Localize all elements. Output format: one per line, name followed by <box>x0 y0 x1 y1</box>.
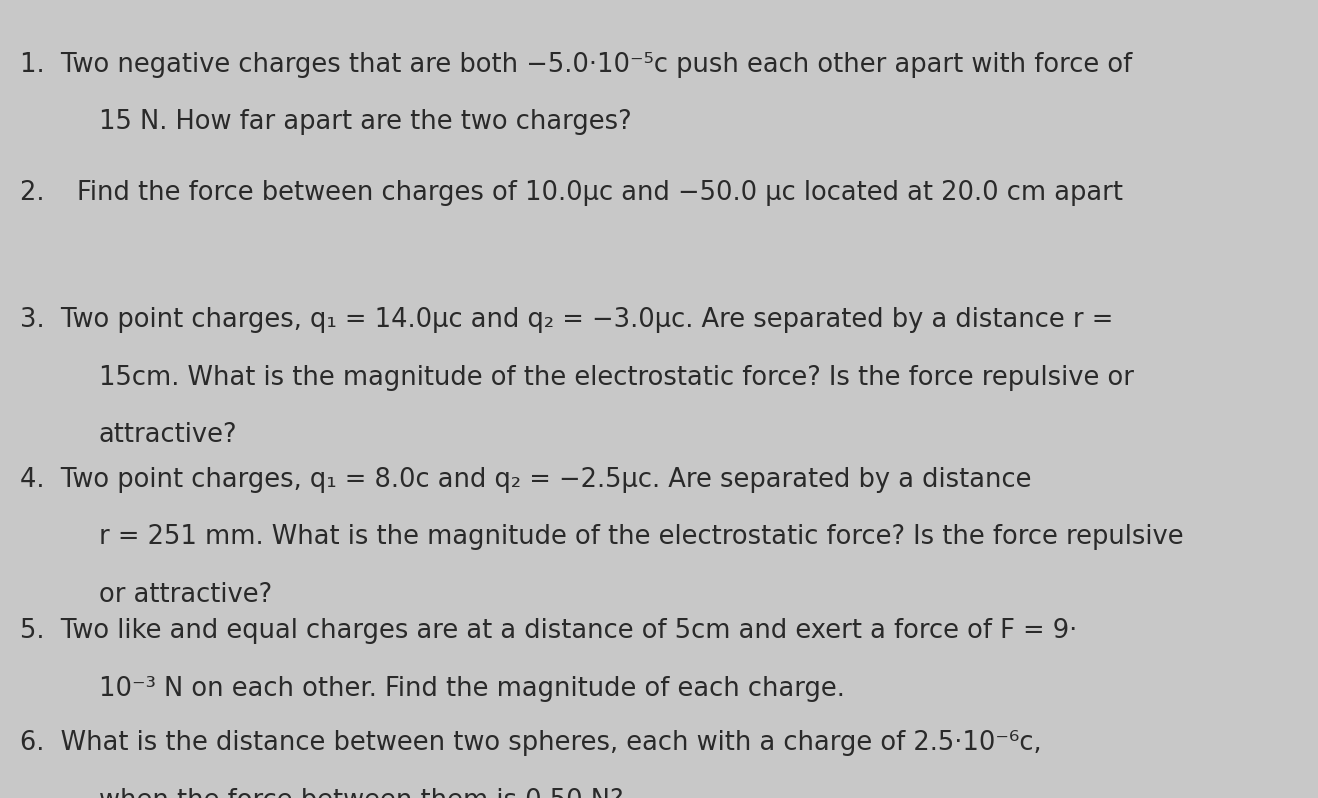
Text: when the force between them is 0.50 N?: when the force between them is 0.50 N? <box>99 788 623 798</box>
Text: 2.    Find the force between charges of 10.0μc and −50.0 μc located at 20.0 cm a: 2. Find the force between charges of 10.… <box>20 180 1123 206</box>
Text: 3.  Two point charges, q₁ = 14.0μc and q₂ = −3.0μc. Are separated by a distance : 3. Two point charges, q₁ = 14.0μc and q₂… <box>20 307 1114 334</box>
Text: 6.  What is the distance between two spheres, each with a charge of 2.5·10⁻⁶c,: 6. What is the distance between two sphe… <box>20 730 1041 757</box>
Text: attractive?: attractive? <box>99 422 237 448</box>
Text: 1.  Two negative charges that are both −5.0·10⁻⁵c push each other apart with for: 1. Two negative charges that are both −5… <box>20 52 1132 78</box>
Text: 5.  Two like and equal charges are at a distance of 5cm and exert a force of F =: 5. Two like and equal charges are at a d… <box>20 618 1077 645</box>
Text: 4.  Two point charges, q₁ = 8.0c and q₂ = −2.5μc. Are separated by a distance: 4. Two point charges, q₁ = 8.0c and q₂ =… <box>20 467 1031 493</box>
Text: or attractive?: or attractive? <box>99 582 272 608</box>
Text: 15cm. What is the magnitude of the electrostatic force? Is the force repulsive o: 15cm. What is the magnitude of the elect… <box>99 365 1133 391</box>
Text: 15 N. How far apart are the two charges?: 15 N. How far apart are the two charges? <box>99 109 631 136</box>
Text: r = 251 mm. What is the magnitude of the electrostatic force? Is the force repul: r = 251 mm. What is the magnitude of the… <box>99 524 1184 551</box>
Text: 10⁻³ N on each other. Find the magnitude of each charge.: 10⁻³ N on each other. Find the magnitude… <box>99 676 845 702</box>
